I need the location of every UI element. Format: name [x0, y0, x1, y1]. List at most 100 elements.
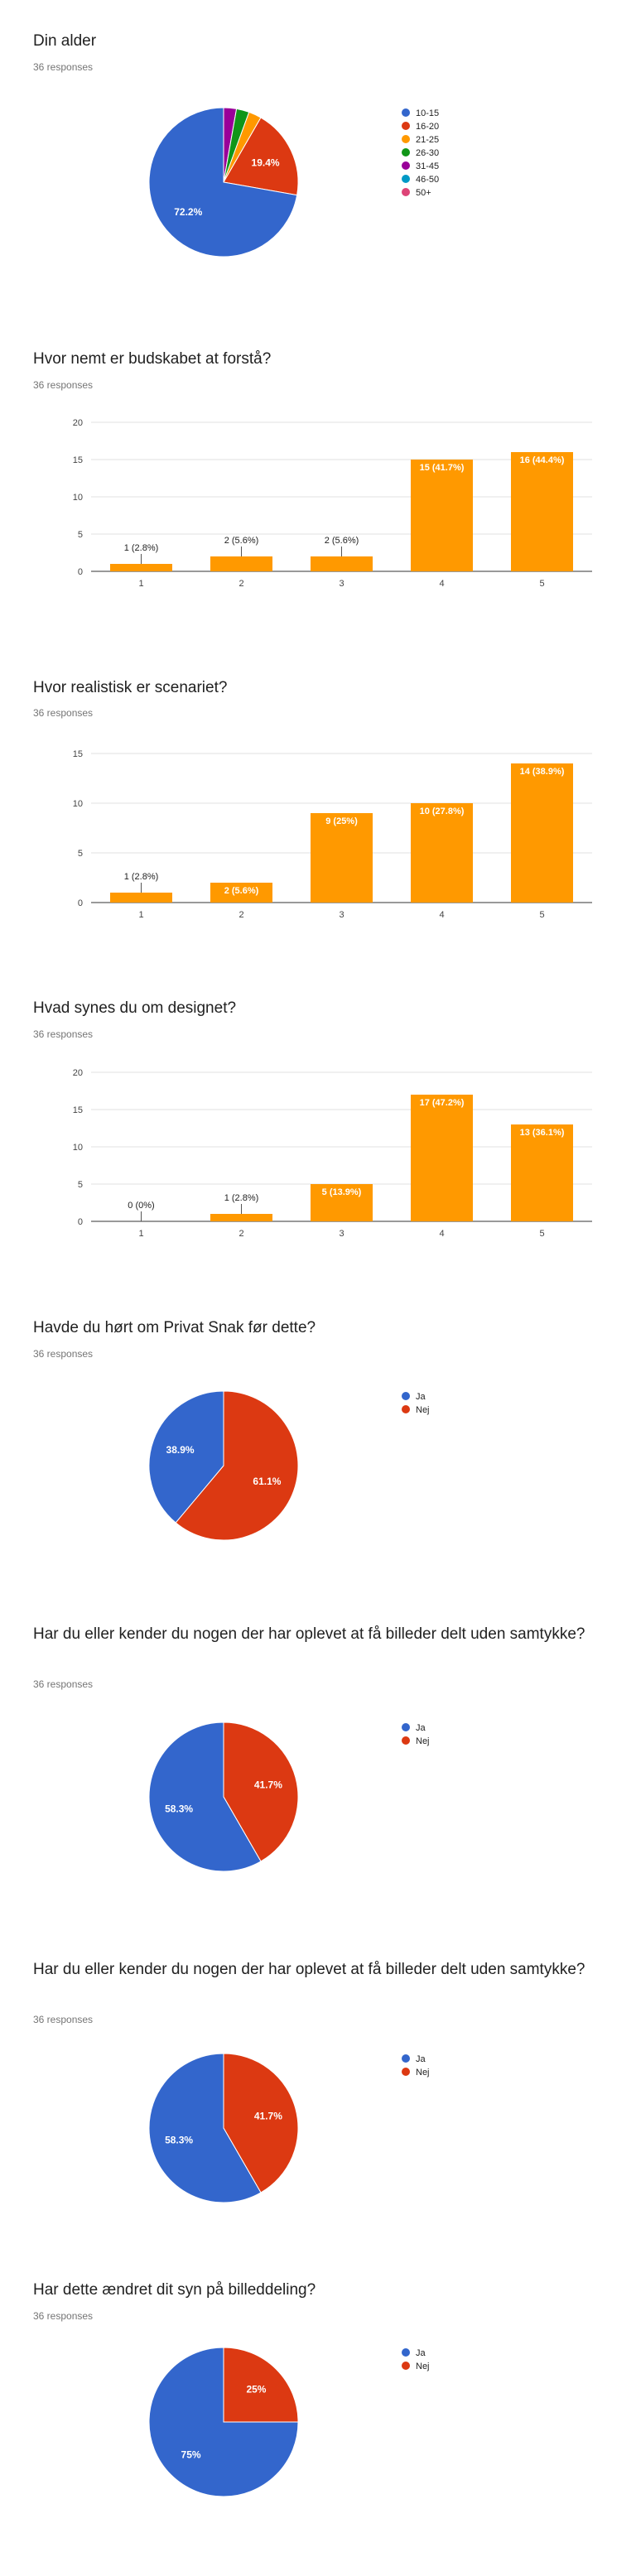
question-din-alder: Din alder 36 responses 19.4% 72.2% 10-15 16…: [0, 0, 636, 315]
y-tick-label: 0: [78, 1217, 83, 1227]
pie-slice-label: 19.4%: [252, 156, 280, 168]
pie-slice-Nej: [223, 1721, 299, 1862]
legend-label: Ja: [416, 2348, 426, 2358]
y-tick-label: 15: [73, 749, 83, 759]
x-tick-label: 4: [439, 579, 444, 589]
x-tick-label: 5: [539, 1229, 544, 1239]
design-bar-chart: 0 5 10 15 20 0 (0%) 1 1 (2.8%) 2 5 (13.9%) 3 17 (47…: [73, 1068, 592, 1239]
x-tick-label: 2: [238, 910, 243, 920]
bar-3: [310, 813, 373, 903]
legend-label: 46-50: [416, 175, 439, 185]
pie-slice-16-20: [223, 117, 299, 196]
y-tick-label: 15: [73, 455, 83, 465]
billeddeling-pie-chart: 25% 75% Ja Nej: [148, 2347, 430, 2497]
response-count: 36 responses: [33, 707, 94, 719]
bar-data-label: 17 (47.2%): [420, 1098, 465, 1108]
pie-slice-label: 38.9%: [166, 1444, 195, 1456]
question-samtykke-1: Har du eller kender du nogen der har opl…: [0, 1615, 636, 1954]
legend-swatch: [402, 1405, 410, 1413]
y-tick-label: 15: [73, 1105, 83, 1115]
x-tick-label: 5: [539, 579, 544, 589]
legend-label: Ja: [416, 1392, 426, 1402]
bar-5: [510, 763, 574, 903]
samtykke-pie-chart-1: 41.7% 58.3% Ja Nej: [148, 1721, 430, 1872]
y-tick-label: 20: [73, 1068, 83, 1078]
legend-swatch: [402, 188, 410, 196]
bar-data-label: 1 (2.8%): [124, 872, 159, 882]
y-tick-label: 10: [73, 1143, 83, 1153]
bar-data-label: 1 (2.8%): [124, 543, 159, 553]
response-count: 36 responses: [33, 2014, 94, 2025]
response-count: 36 responses: [33, 61, 94, 73]
legend-label: 16-20: [416, 122, 439, 132]
pie-slice-label: 41.7%: [254, 1779, 282, 1791]
pie-slice-10-15: [148, 107, 298, 258]
pie-slice-label: 61.1%: [253, 1476, 281, 1487]
response-count: 36 responses: [33, 2310, 94, 2322]
question-title: Hvad synes du om designet?: [33, 999, 237, 1017]
bar-2: [210, 883, 273, 903]
bar-3: [310, 556, 373, 571]
question-title: Har du eller kender du nogen der har opl…: [33, 1961, 585, 1978]
bar-4: [410, 803, 474, 903]
y-tick-label: 20: [73, 418, 83, 428]
legend-swatch: [402, 1392, 410, 1400]
pie-slice-label: 41.7%: [254, 2111, 282, 2122]
question-title: Hvor nemt er budskabet at forstå?: [33, 350, 272, 368]
bar-4: [410, 1095, 474, 1221]
response-count: 36 responses: [33, 379, 94, 391]
question-design: Hvad synes du om designet? 36 responses …: [0, 969, 636, 1292]
pie-slice-Ja: [148, 1390, 224, 1524]
legend-swatch: [402, 2362, 410, 2370]
bar-5: [510, 1124, 574, 1221]
question-title: Har du eller kender du nogen der har opl…: [33, 1625, 585, 1643]
x-tick-label: 3: [339, 910, 344, 920]
y-tick-label: 0: [78, 567, 83, 577]
bar-1: [109, 893, 173, 903]
bar-data-label: 0 (0%): [128, 1201, 154, 1211]
legend-label: 31-45: [416, 161, 439, 171]
y-tick-label: 10: [73, 493, 83, 503]
bar-2: [210, 1214, 273, 1221]
bar-data-label: 1 (2.8%): [224, 1193, 259, 1203]
pie-slice-Nej: [223, 2347, 299, 2423]
x-tick-label: 5: [539, 910, 544, 920]
legend-label: Ja: [416, 1723, 426, 1733]
privat-snak-pie-chart: 61.1% 38.9% Ja Nej: [148, 1390, 430, 1541]
pie-slice-Ja: [148, 1721, 262, 1872]
response-count: 36 responses: [33, 1348, 94, 1360]
legend-swatch: [402, 2348, 410, 2357]
realistic-bar-chart: 0 5 10 15 1 (2.8%) 1 2 (5.6%) 2 9 (25%) 3 10 (27.8…: [73, 749, 592, 920]
question-title: Har dette ændret dit syn på billeddeling…: [33, 2281, 316, 2299]
legend-swatch: [402, 1736, 410, 1745]
x-tick-label: 4: [439, 910, 444, 920]
legend-label: Nej: [416, 2068, 430, 2078]
bar-data-label: 14 (38.9%): [520, 767, 565, 777]
pie-slice-Ja: [148, 2053, 262, 2203]
x-tick-label: 3: [339, 579, 344, 589]
legend-swatch: [402, 122, 410, 130]
pie-slice-label: 58.3%: [165, 1803, 193, 1814]
bar-data-label: 9 (25%): [325, 816, 358, 826]
age-pie-chart: 19.4% 72.2% 10-15 16-20 21-25 26-30 31-45 46-50…: [148, 107, 439, 258]
pie-slice-label: 72.2%: [174, 206, 202, 218]
question-billeddeling: Har dette ændret dit syn på billeddeling…: [0, 2261, 636, 2576]
samtykke-pie-chart-2: 41.7% 58.3% Ja Nej: [148, 2053, 430, 2203]
pie-slice-label: 25%: [246, 2384, 266, 2395]
question-samtykke-2: Har du eller kender du nogen der har opl…: [0, 1954, 636, 2261]
bar-data-label: 2 (5.6%): [325, 536, 359, 546]
legend-label: 21-25: [416, 135, 439, 145]
bar-3: [310, 1184, 373, 1221]
x-tick-label: 1: [138, 1229, 143, 1239]
legend-label: 26-30: [416, 148, 439, 158]
legend-label: Nej: [416, 1736, 430, 1746]
legend-label: Nej: [416, 2362, 430, 2371]
legend-swatch: [402, 161, 410, 170]
legend-swatch: [402, 135, 410, 143]
response-count: 36 responses: [33, 1028, 94, 1040]
question-title: Havde du hørt om Privat Snak før dette?: [33, 1319, 316, 1336]
legend-swatch: [402, 1723, 410, 1731]
legend-label: Nej: [416, 1405, 430, 1415]
bar-data-label: 2 (5.6%): [224, 536, 259, 546]
bar-4: [410, 460, 474, 571]
